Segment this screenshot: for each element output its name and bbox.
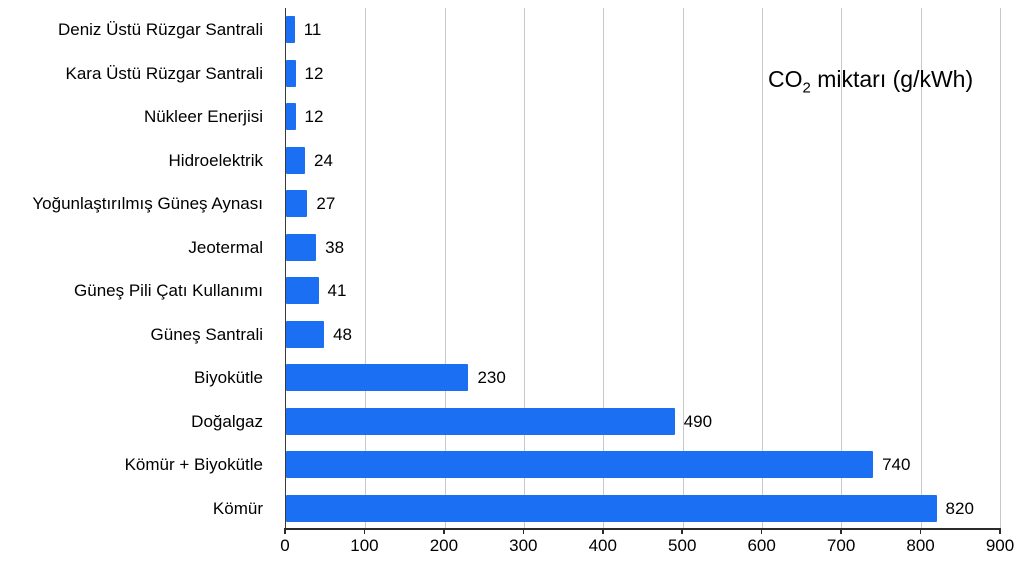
category-label: Yoğunlaştırılmış Güneş Aynası (32, 194, 263, 213)
x-tick-label: 0 (280, 536, 290, 555)
value-label: 12 (304, 107, 324, 127)
value-label: 27 (316, 194, 336, 214)
x-tick-mark (999, 528, 1001, 534)
x-tick-mark (840, 528, 842, 534)
value-label: 38 (325, 237, 345, 257)
category-label: Güneş Pili Çatı Kullanımı (74, 281, 263, 300)
x-axis-tick-marks (284, 528, 1001, 534)
category-label: Kara Üstü Rüzgar Santrali (65, 63, 263, 83)
gridline (920, 8, 922, 528)
x-axis-labels: 0 100 200 300 400 500 600 700 800 900 (280, 536, 1014, 560)
x-tick-mark (363, 528, 366, 534)
x-tick-label: 100 (350, 536, 379, 555)
bar (286, 494, 937, 522)
value-label: 820 (945, 498, 974, 518)
category-axis: Deniz Üstü Rüzgar Santrali Kara Üstü Rüzg… (0, 8, 273, 530)
chart-legend: CO2 miktarı (g/kWh) (768, 66, 973, 97)
gridline (762, 8, 763, 528)
gridline (603, 8, 605, 528)
x-tick-mark (522, 528, 525, 534)
bar (286, 451, 874, 479)
gridline (365, 8, 367, 528)
x-tick-label: 300 (509, 536, 538, 555)
plot-area: 11 12 12 24 27 38 41 48 230 490 740 820 (285, 8, 1001, 530)
value-label: 12 (304, 63, 324, 83)
category-label: Jeotermal (188, 237, 263, 257)
bar (286, 407, 675, 435)
legend-text-suffix: miktarı (g/kWh) (810, 66, 974, 92)
category-label: Hidroelektrik (168, 150, 263, 170)
value-label: 24 (314, 150, 333, 170)
bar (286, 103, 296, 131)
x-tick-mark (681, 528, 683, 534)
category-label: Deniz Üstü Rüzgar Santrali (57, 20, 263, 39)
value-label: 11 (303, 20, 322, 40)
gridline (1000, 8, 1001, 528)
x-tick-mark (443, 528, 445, 534)
gridline (841, 8, 843, 528)
x-tick-label: 500 (668, 536, 697, 555)
category-label: Kömür (212, 498, 263, 518)
legend-text-subscript: 2 (802, 79, 811, 97)
gridline (524, 8, 525, 528)
x-tick-label: 200 (429, 536, 459, 555)
value-label: 740 (882, 455, 911, 475)
gridline (444, 8, 446, 528)
value-label: 490 (683, 411, 713, 431)
bar (286, 320, 325, 348)
x-tick-mark (760, 528, 763, 534)
x-tick-mark (919, 528, 922, 534)
bar (286, 277, 319, 305)
x-tick-label: 700 (826, 536, 856, 555)
category-label: Güneş Santrali (150, 324, 263, 344)
bar (286, 146, 306, 174)
bar (286, 190, 308, 218)
bar (286, 16, 295, 44)
value-label: 41 (327, 281, 347, 301)
bar (286, 59, 296, 87)
category-label: Biyokütle (194, 368, 263, 387)
x-tick-label: 400 (588, 536, 617, 555)
bar (286, 364, 469, 392)
value-label: 230 (477, 368, 506, 388)
x-tick-mark (284, 528, 286, 534)
gridline (682, 8, 684, 528)
bar (286, 233, 317, 261)
legend-text-prefix: CO (768, 66, 803, 92)
x-tick-label: 800 (906, 536, 935, 555)
x-tick-mark (602, 528, 604, 534)
category-label: Kömür + Biyokütle (124, 455, 263, 474)
category-label: Doğalgaz (191, 411, 263, 431)
x-tick-label: 900 (985, 536, 1015, 555)
x-tick-label: 600 (747, 536, 776, 555)
category-label: Nükleer Enerjisi (143, 107, 263, 126)
value-label: 48 (333, 324, 352, 344)
